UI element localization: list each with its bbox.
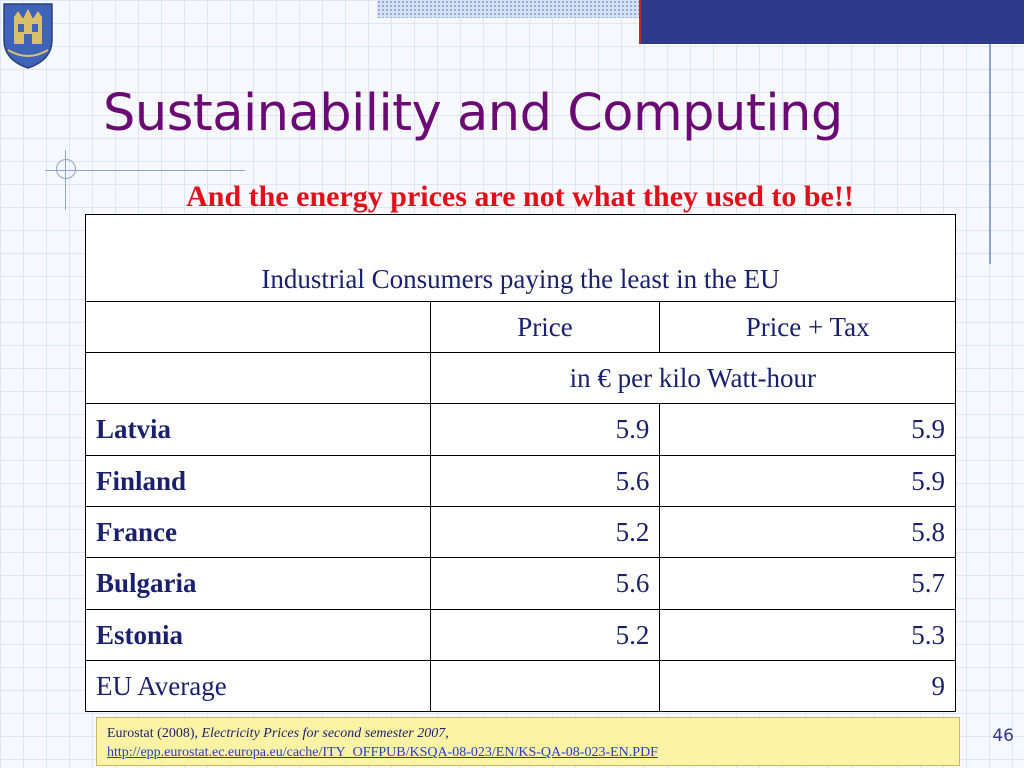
units-label: in € per kilo Watt-hour	[429, 352, 957, 404]
energy-price-table: Industrial Consumers paying the least in…	[85, 214, 957, 712]
table-caption-row: Industrial Consumers paying the least in…	[85, 214, 956, 302]
crest-logo-icon	[3, 3, 53, 69]
slide-title: Sustainability and Computing	[103, 84, 843, 143]
price-cell: 5.2	[429, 609, 661, 661]
table-row: Estonia 5.2 5.3	[85, 609, 956, 661]
deco-horizontal-line	[45, 170, 245, 171]
units-empty-cell	[85, 352, 431, 404]
slide-subtitle: And the energy prices are not what they …	[186, 180, 854, 213]
header-price: Price	[429, 301, 661, 353]
source-prefix: Eurostat (2008),	[107, 726, 202, 741]
header-accent-line	[639, 0, 641, 44]
table-row: EU Average 9	[85, 660, 956, 712]
price-cell: 5.6	[429, 557, 661, 610]
country-cell: Finland	[85, 455, 431, 507]
price-tax-cell: 5.7	[659, 557, 956, 610]
country-cell: Estonia	[85, 609, 431, 661]
right-deco-line	[989, 44, 991, 264]
price-cell	[429, 660, 661, 712]
source-citation: Eurostat (2008), Electricity Prices for …	[96, 717, 960, 766]
price-tax-cell: 9	[659, 660, 956, 712]
deco-circle	[56, 159, 76, 179]
price-cell: 5.9	[429, 403, 661, 456]
source-suffix: ,	[445, 726, 449, 741]
price-cell: 5.6	[429, 455, 661, 507]
header-empty-cell	[85, 301, 431, 353]
country-cell: Bulgaria	[85, 557, 431, 610]
header-price-tax: Price + Tax	[659, 301, 956, 353]
price-tax-cell: 5.3	[659, 609, 956, 661]
price-tax-cell: 5.8	[659, 506, 956, 558]
table-caption: Industrial Consumers paying the least in…	[85, 214, 956, 302]
source-link[interactable]: http://epp.eurostat.ec.europa.eu/cache/I…	[107, 745, 658, 760]
table-header-row: Price Price + Tax	[85, 301, 956, 353]
table-row: France 5.2 5.8	[85, 506, 956, 558]
table-row: Finland 5.6 5.9	[85, 455, 956, 507]
deco-vertical-line	[65, 150, 66, 210]
country-cell: France	[85, 506, 431, 558]
price-tax-cell: 5.9	[659, 455, 956, 507]
table-units-row: in € per kilo Watt-hour	[85, 352, 957, 404]
header-bar	[639, 0, 1024, 44]
price-tax-cell: 5.9	[659, 403, 956, 456]
country-cell: EU Average	[85, 660, 431, 712]
table-row: Bulgaria 5.6 5.7	[85, 557, 956, 610]
table-row: Latvia 5.9 5.9	[85, 403, 956, 456]
header-dot-pattern	[377, 0, 639, 18]
price-cell: 5.2	[429, 506, 661, 558]
country-cell: Latvia	[85, 403, 431, 456]
source-title: Electricity Prices for second semester 2…	[201, 726, 446, 741]
slide-number: 46	[992, 726, 1014, 746]
